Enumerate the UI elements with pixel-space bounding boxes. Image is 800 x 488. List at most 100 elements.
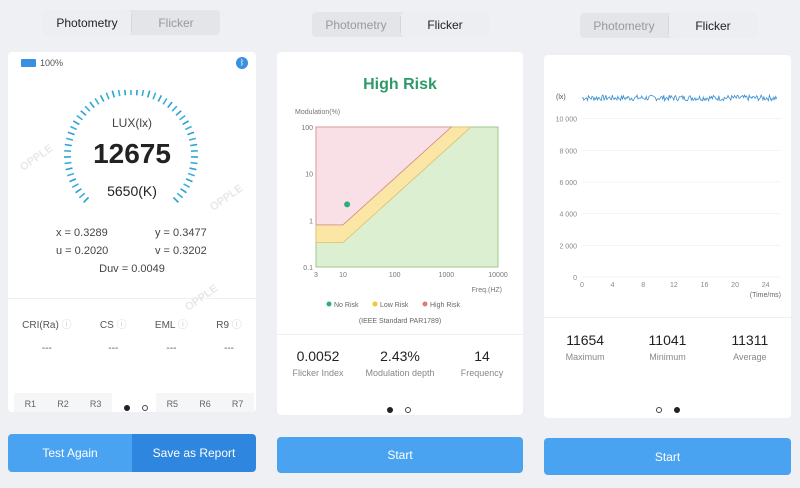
gauge-tick [83, 196, 90, 203]
y-tick-label: 8 000 [559, 148, 577, 155]
page-indicator[interactable] [381, 400, 417, 415]
gauge-tick [157, 94, 163, 102]
x-tick-label: 100 [389, 272, 401, 279]
gauge-tick [70, 125, 78, 131]
test-again-button[interactable]: Test Again [8, 434, 132, 472]
legend-label: Low Risk [380, 302, 409, 309]
x-tick-label: 16 [701, 282, 709, 289]
gauge-tick [189, 167, 197, 171]
gauge-tick [187, 172, 195, 177]
stat-label: Modulation depth [365, 368, 435, 378]
y-tick-label: 1 [309, 218, 313, 225]
r-item: R1 [24, 399, 37, 409]
gauge-tick [190, 161, 198, 165]
y-tick-label: 0.1 [303, 265, 313, 272]
stat-average: 11311 Average [715, 332, 785, 362]
page-dot-active[interactable] [674, 407, 680, 413]
gauge-tick [64, 161, 72, 165]
start-button[interactable]: Start [544, 438, 791, 475]
cct-value: 5650(K) [107, 183, 157, 199]
tab-flicker[interactable]: Flicker [158, 15, 194, 30]
waveform-stats: 11654 Maximum 11041 Minimum 11311 Average [544, 332, 791, 362]
metric-cri[interactable]: CRI(Ra) ⓘ --- [22, 316, 71, 354]
metric-r9[interactable]: R9 ⓘ --- [216, 316, 242, 354]
tab-photometry[interactable]: Photometry [593, 18, 655, 33]
gauge-tick [179, 114, 186, 121]
lux-value: 12675 [93, 138, 171, 169]
gauge-tick [162, 98, 168, 105]
x-coord: x = 0.3289 [56, 227, 108, 239]
metric-value: --- [224, 343, 234, 354]
x-tick-label: 4 [611, 282, 615, 289]
stat-label: Frequency [460, 368, 504, 378]
y-axis-label: (lx) [556, 94, 566, 101]
gauge-tick [187, 131, 195, 136]
x-axis-label: Freq.(HZ) [472, 287, 502, 294]
metric-cs[interactable]: CS ⓘ --- [100, 316, 127, 354]
gauge-tick [135, 90, 138, 96]
x-axis-label: (Time/ms) [750, 292, 781, 299]
metric-value: --- [41, 343, 52, 354]
gauge-tick [80, 110, 87, 116]
gauge-tick [111, 90, 116, 98]
x-tick-label: 10000 [488, 272, 508, 279]
y-coord: y = 0.3477 [155, 227, 207, 239]
help-icon[interactable]: ⓘ [231, 320, 242, 331]
metric-label: CRI(Ra) [22, 320, 59, 331]
page-dot[interactable] [405, 407, 411, 413]
gauge-tick [175, 110, 182, 116]
bluetooth-icon[interactable]: ᛒ [236, 57, 248, 69]
r-values-left: R1 R2 R3 [14, 393, 112, 412]
u-coord: u = 0.2020 [56, 245, 109, 257]
chart-note: (IEEE Standard PAR1789) [359, 318, 441, 325]
y-tick-label: 0 [573, 275, 577, 282]
photometry-card: 100% ᛒ LUX(lx) 12675 5650(K) x = 0.3289 … [8, 52, 256, 412]
page-indicator[interactable] [650, 400, 686, 418]
y-tick-label: 10 [305, 172, 313, 179]
page-dot-active[interactable] [124, 405, 130, 411]
start-button[interactable]: Start [277, 437, 523, 473]
waveform-card: (lx) 0 2 000 4 000 6 000 8 000 10 000 0 4 8 12 16 20… [544, 55, 791, 418]
r-item: R5 [166, 399, 179, 409]
page-indicator[interactable] [118, 398, 154, 412]
gauge-tick [76, 114, 83, 121]
gauge-tick [124, 90, 127, 96]
gauge-tick [183, 183, 191, 188]
y-axis-label: Modulation(%) [295, 109, 340, 116]
gauge-tick [176, 192, 184, 199]
stat-label: Minimum [649, 352, 686, 362]
mode-tabs: Photometry Flicker [43, 10, 220, 35]
tab-flicker[interactable]: Flicker [401, 12, 489, 37]
legend-label: No Risk [334, 302, 359, 309]
gauge-tick [146, 90, 151, 98]
tab-photometry[interactable]: Photometry [325, 17, 387, 32]
gauge-tick [180, 188, 187, 194]
page-dot-active[interactable] [387, 407, 393, 413]
stat-maximum: 11654 Maximum [550, 332, 620, 362]
page-dot[interactable] [142, 405, 148, 411]
tab-photometry[interactable]: Photometry [43, 10, 131, 35]
save-report-button[interactable]: Save as Report [132, 434, 256, 472]
stat-value: 0.0052 [296, 348, 340, 364]
metric-label: R9 [216, 320, 230, 331]
metric-value: --- [108, 343, 119, 354]
r-item: R7 [231, 399, 244, 409]
tab-flicker[interactable]: Flicker [669, 13, 757, 38]
help-icon[interactable]: ⓘ [61, 320, 72, 331]
help-icon[interactable]: ⓘ [177, 320, 188, 331]
divider [544, 317, 791, 318]
metric-eml[interactable]: EML ⓘ --- [155, 316, 188, 354]
stat-value: 2.43% [380, 348, 420, 364]
mode-tabs: Photometry Flicker [312, 12, 489, 37]
help-icon[interactable]: ⓘ [116, 320, 127, 331]
gauge-tick [67, 172, 75, 177]
stat-label: Average [733, 352, 767, 362]
gauge-tick [117, 90, 121, 97]
stat-value: 11041 [648, 332, 687, 348]
y-tick-label: 6 000 [559, 180, 577, 187]
page-dot[interactable] [656, 407, 662, 413]
data-point [344, 201, 351, 208]
stat-label: Maximum [565, 352, 605, 362]
x-tick-label: 12 [670, 282, 678, 289]
high-risk-region [315, 126, 453, 226]
